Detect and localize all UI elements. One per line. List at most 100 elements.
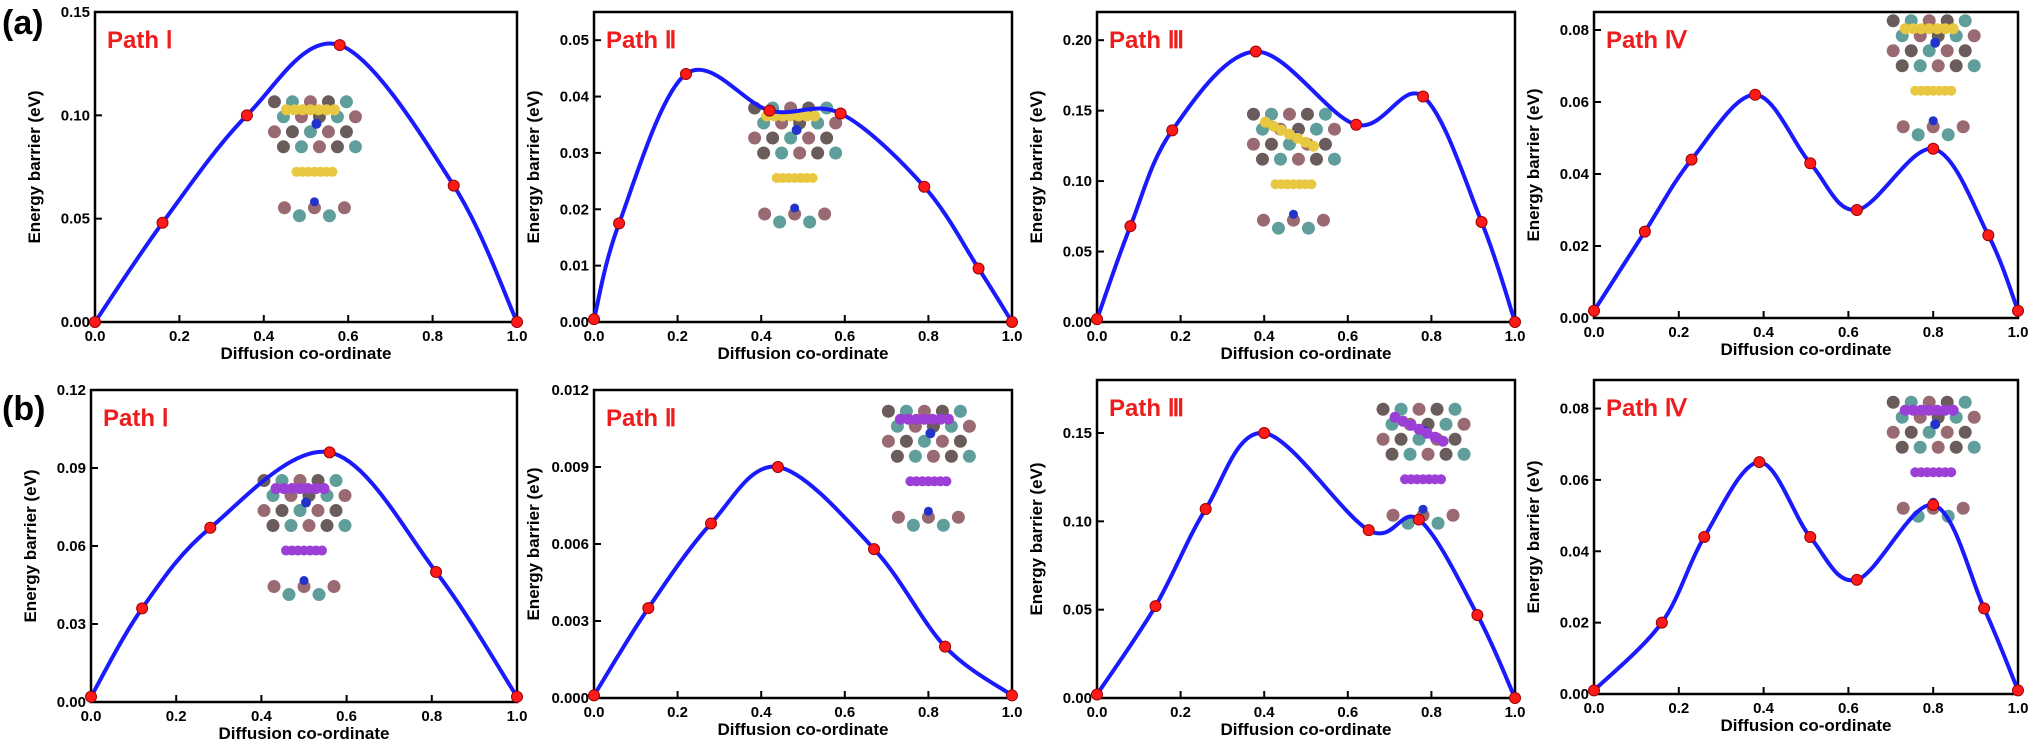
atom <box>890 449 904 463</box>
path-atom <box>1931 23 1943 35</box>
atom <box>1448 402 1462 416</box>
path-atom <box>793 110 805 122</box>
y-axis-label: Energy barrier (eV) <box>25 90 44 243</box>
y-tick-label: 0.00 <box>1560 310 1589 327</box>
chart-panel-5: 0.0 0.2 0.4 0.6 0.8 1.0 0.00 0.03 0.06 0.09 0.12 Di… <box>21 382 527 743</box>
x-tick-label: 0.2 <box>667 328 688 345</box>
x-axis-label: Diffusion co-ordinate <box>718 344 889 363</box>
atom <box>784 131 798 145</box>
atom <box>292 209 306 223</box>
atom <box>926 449 940 463</box>
atom <box>302 519 316 533</box>
data-point <box>333 39 346 52</box>
data-point <box>1091 313 1103 326</box>
path-atom <box>910 413 922 425</box>
x-tick-label: 0.4 <box>1254 704 1276 721</box>
data-point <box>939 640 952 653</box>
data-point <box>1804 531 1817 543</box>
atom <box>338 519 352 533</box>
x-tick-label: 1.0 <box>1505 704 1526 721</box>
atom <box>320 519 334 533</box>
y-tick-label: 0.10 <box>1063 173 1092 190</box>
y-tick-label: 0.05 <box>1063 244 1092 261</box>
x-axis-label: Diffusion co-ordinate <box>1221 720 1392 739</box>
atom <box>917 404 931 418</box>
y-tick-label: 0.15 <box>1063 425 1092 442</box>
path-atom <box>1437 435 1449 447</box>
path-atom <box>310 483 322 495</box>
atom <box>330 140 344 154</box>
y-tick-label: 0.06 <box>57 538 86 555</box>
atom <box>1896 501 1910 515</box>
y-tick-label: 0.02 <box>1560 615 1589 632</box>
atom <box>266 519 280 533</box>
atom <box>1246 137 1260 151</box>
x-tick-label: 0.4 <box>253 328 275 345</box>
path-atom <box>278 483 290 495</box>
atom <box>329 504 343 518</box>
x-axis-label: Diffusion co-ordinate <box>1221 344 1392 363</box>
y-tick-label: 0.08 <box>1560 401 1589 418</box>
data-point <box>1417 90 1430 103</box>
x-tick-label: 0.4 <box>1753 324 1775 341</box>
path-atom <box>1939 23 1951 35</box>
path-atom <box>1899 404 1911 416</box>
data-point <box>1655 616 1668 629</box>
atom <box>962 419 976 433</box>
y-axis-label: Energy barrier (eV) <box>1027 90 1046 243</box>
atom <box>1256 213 1270 227</box>
atom <box>1288 209 1298 219</box>
atom <box>1967 440 1981 454</box>
path-atom <box>304 104 316 116</box>
atom <box>944 449 958 463</box>
x-tick-label: 0.6 <box>338 328 359 345</box>
chart-panel-1: 0.0 0.2 0.4 0.6 0.8 1.0 0.00 0.05 0.10 0.15 Diffus… <box>25 4 527 363</box>
atom <box>791 125 802 135</box>
atom <box>282 588 296 602</box>
x-tick-label: 1.0 <box>1002 328 1023 345</box>
atom <box>1255 152 1269 166</box>
atom <box>1301 221 1315 235</box>
y-tick-label: 0.05 <box>1063 602 1092 619</box>
atom <box>1376 432 1390 446</box>
atom <box>339 95 353 109</box>
atom <box>1940 44 1954 58</box>
y-tick-label: 0.20 <box>1063 32 1092 49</box>
atom <box>1457 447 1471 461</box>
energy-curve <box>592 464 1014 698</box>
atom <box>1958 14 1972 28</box>
atom <box>267 95 281 109</box>
path-atom <box>1907 404 1919 416</box>
data-point <box>1006 316 1018 328</box>
atom <box>1967 410 1981 424</box>
y-tick-label: 0.08 <box>1560 22 1589 39</box>
data-point <box>1006 689 1018 702</box>
panel-title: Path Ⅱ <box>606 405 677 432</box>
path-atom <box>280 104 292 116</box>
atom <box>1421 447 1435 461</box>
plot-frame <box>592 10 1014 324</box>
atom <box>329 474 343 488</box>
data-point <box>1982 229 1995 242</box>
x-tick-label: 0.0 <box>584 328 605 345</box>
atom <box>1309 122 1323 136</box>
path-atom <box>894 413 906 425</box>
y-tick-label: 0.00 <box>1560 686 1589 703</box>
data-point <box>1753 456 1766 469</box>
x-tick-label: 0.2 <box>1170 328 1191 345</box>
x-tick-label: 0.4 <box>1254 328 1276 345</box>
atom <box>312 588 326 602</box>
atom <box>1931 59 1945 73</box>
atom <box>881 404 895 418</box>
panel-title: Path Ⅲ <box>1109 395 1184 422</box>
x-axis-label: Diffusion co-ordinate <box>1721 340 1892 359</box>
path-atom <box>294 483 306 495</box>
y-tick-label: 0.04 <box>1560 166 1590 183</box>
y-tick-label: 0.10 <box>1063 513 1092 530</box>
data-point <box>89 316 101 328</box>
data-point <box>85 690 97 703</box>
y-axis-label: Energy barrier (eV) <box>1524 88 1543 241</box>
x-tick-label: 0.8 <box>421 708 442 725</box>
atom <box>303 125 317 139</box>
